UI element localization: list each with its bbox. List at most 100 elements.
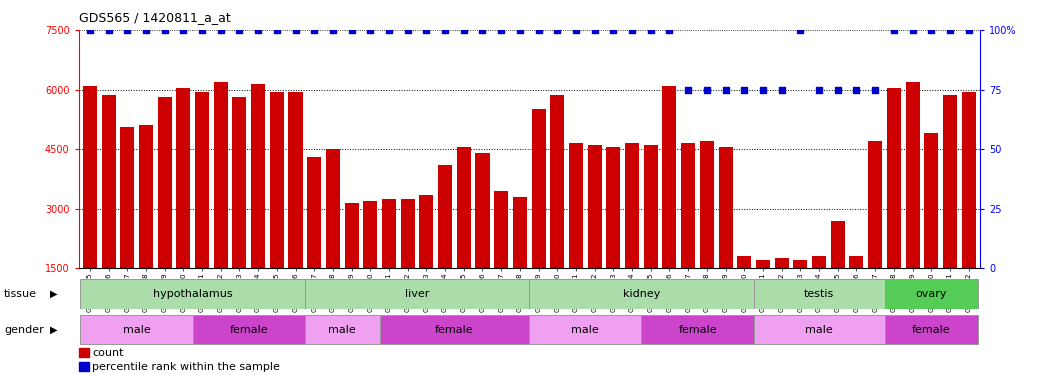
Bar <box>176 87 191 328</box>
Point <box>867 87 883 93</box>
Bar <box>885 315 978 344</box>
Text: male: male <box>805 325 833 334</box>
Bar <box>962 92 976 328</box>
Point <box>886 27 902 33</box>
Bar <box>400 199 415 328</box>
Point <box>530 27 547 33</box>
Bar <box>756 260 770 328</box>
Bar <box>719 147 733 328</box>
Text: liver: liver <box>405 289 430 299</box>
Point <box>194 27 211 33</box>
Bar <box>512 196 527 328</box>
Point <box>829 87 846 93</box>
Bar <box>102 96 115 328</box>
Point <box>101 27 117 33</box>
Point <box>960 27 977 33</box>
Point <box>736 87 752 93</box>
Point <box>213 27 230 33</box>
Text: testis: testis <box>804 289 834 299</box>
Point <box>605 27 621 33</box>
Point <box>549 27 566 33</box>
Point <box>717 87 734 93</box>
Point <box>680 87 697 93</box>
Point <box>399 27 416 33</box>
Point <box>848 87 865 93</box>
Bar <box>662 86 677 328</box>
Text: ▶: ▶ <box>50 289 58 299</box>
Text: female: female <box>912 325 951 334</box>
Bar <box>924 133 938 328</box>
Bar <box>529 279 754 309</box>
Bar <box>625 143 639 328</box>
Point <box>249 27 266 33</box>
Bar <box>438 165 452 328</box>
Point <box>137 27 154 33</box>
Bar <box>326 149 340 328</box>
Point <box>156 27 173 33</box>
Bar <box>588 145 602 328</box>
Bar <box>457 147 471 328</box>
Bar <box>83 86 96 328</box>
Text: ovary: ovary <box>916 289 947 299</box>
Point <box>118 27 135 33</box>
Point <box>568 27 585 33</box>
Text: male: male <box>571 325 599 334</box>
Bar <box>495 191 508 328</box>
Text: gender: gender <box>4 325 44 334</box>
Bar <box>288 92 303 328</box>
Text: male: male <box>328 325 356 334</box>
Point <box>343 27 359 33</box>
Text: male: male <box>123 325 151 334</box>
Bar <box>193 315 305 344</box>
Point <box>82 27 99 33</box>
Point <box>175 27 192 33</box>
Bar <box>81 279 305 309</box>
Bar <box>887 87 901 328</box>
Bar <box>305 279 529 309</box>
Bar <box>381 199 396 328</box>
Point <box>380 27 397 33</box>
Bar <box>531 110 546 328</box>
Bar <box>307 157 322 328</box>
Point <box>699 87 716 93</box>
Bar <box>269 92 284 328</box>
Text: ▶: ▶ <box>50 325 58 334</box>
Point <box>418 27 435 33</box>
Text: GDS565 / 1420811_a_at: GDS565 / 1420811_a_at <box>79 11 231 24</box>
Bar <box>831 220 845 328</box>
Bar <box>868 141 882 328</box>
Bar <box>607 147 620 328</box>
Bar <box>737 256 751 328</box>
Bar <box>550 96 564 328</box>
Text: female: female <box>435 325 474 334</box>
Point <box>437 27 454 33</box>
Bar <box>364 201 377 328</box>
Point <box>941 27 958 33</box>
Text: female: female <box>678 325 717 334</box>
Bar <box>252 84 265 328</box>
Bar <box>214 82 227 328</box>
Text: percentile rank within the sample: percentile rank within the sample <box>92 362 280 372</box>
Bar <box>529 315 641 344</box>
Point <box>231 27 247 33</box>
Bar <box>700 141 714 328</box>
Bar <box>850 256 864 328</box>
Bar <box>885 279 978 309</box>
Bar <box>345 202 358 328</box>
Text: tissue: tissue <box>4 289 37 299</box>
Point <box>923 27 940 33</box>
Point <box>811 87 828 93</box>
Text: kidney: kidney <box>623 289 660 299</box>
Bar <box>812 256 826 328</box>
Point <box>904 27 921 33</box>
Point <box>493 27 509 33</box>
Bar <box>195 92 209 328</box>
Text: female: female <box>230 325 268 334</box>
Bar <box>905 82 919 328</box>
Point <box>586 27 603 33</box>
Point <box>792 27 809 33</box>
Bar <box>419 195 434 328</box>
Point <box>268 27 285 33</box>
Point <box>456 27 473 33</box>
Bar <box>943 96 957 328</box>
